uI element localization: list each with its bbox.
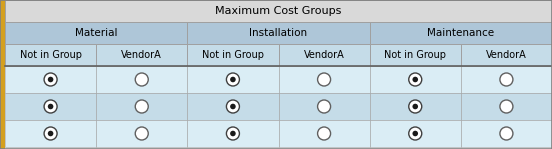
- Circle shape: [408, 73, 422, 86]
- Circle shape: [412, 104, 418, 109]
- Text: VendorA: VendorA: [121, 50, 162, 60]
- Circle shape: [48, 77, 54, 82]
- Bar: [370, 44, 461, 66]
- Bar: [96, 66, 187, 93]
- Circle shape: [230, 104, 236, 109]
- Text: Not in Group: Not in Group: [202, 50, 264, 60]
- Bar: [5, 66, 96, 93]
- Bar: [0, 0, 5, 149]
- Circle shape: [135, 127, 148, 140]
- Bar: [5, 93, 96, 120]
- Bar: [187, 44, 279, 66]
- Bar: [5, 120, 96, 147]
- Circle shape: [44, 73, 57, 86]
- Text: Maximum Cost Groups: Maximum Cost Groups: [215, 6, 342, 16]
- Circle shape: [135, 73, 148, 86]
- Circle shape: [500, 127, 513, 140]
- Circle shape: [44, 127, 57, 140]
- Bar: [370, 93, 461, 120]
- Bar: [461, 44, 552, 66]
- Circle shape: [135, 100, 148, 113]
- Circle shape: [408, 127, 422, 140]
- Text: Maintenance: Maintenance: [427, 28, 495, 38]
- Circle shape: [317, 73, 331, 86]
- Bar: [187, 66, 279, 93]
- Bar: [461, 120, 552, 147]
- Bar: [370, 22, 552, 44]
- Bar: [187, 22, 370, 44]
- Text: VendorA: VendorA: [304, 50, 344, 60]
- Bar: [279, 44, 370, 66]
- Bar: [5, 22, 187, 44]
- Bar: [5, 0, 552, 22]
- Bar: [96, 120, 187, 147]
- Circle shape: [412, 77, 418, 82]
- Circle shape: [226, 73, 240, 86]
- Bar: [279, 93, 370, 120]
- Circle shape: [226, 127, 240, 140]
- Text: Not in Group: Not in Group: [19, 50, 82, 60]
- Circle shape: [230, 131, 236, 136]
- Text: Installation: Installation: [250, 28, 307, 38]
- Circle shape: [500, 73, 513, 86]
- Bar: [187, 93, 279, 120]
- Circle shape: [500, 100, 513, 113]
- Bar: [279, 120, 370, 147]
- Circle shape: [226, 100, 240, 113]
- Bar: [461, 66, 552, 93]
- Bar: [187, 120, 279, 147]
- Circle shape: [317, 100, 331, 113]
- Circle shape: [412, 131, 418, 136]
- Bar: [370, 120, 461, 147]
- Bar: [370, 66, 461, 93]
- Bar: [5, 44, 96, 66]
- Text: Not in Group: Not in Group: [384, 50, 446, 60]
- Circle shape: [408, 100, 422, 113]
- Bar: [96, 93, 187, 120]
- Bar: [96, 44, 187, 66]
- Bar: [461, 93, 552, 120]
- Circle shape: [44, 100, 57, 113]
- Bar: [279, 66, 370, 93]
- Circle shape: [230, 77, 236, 82]
- Circle shape: [48, 104, 54, 109]
- Circle shape: [48, 131, 54, 136]
- Text: Material: Material: [75, 28, 118, 38]
- Text: VendorA: VendorA: [486, 50, 527, 60]
- Circle shape: [317, 127, 331, 140]
